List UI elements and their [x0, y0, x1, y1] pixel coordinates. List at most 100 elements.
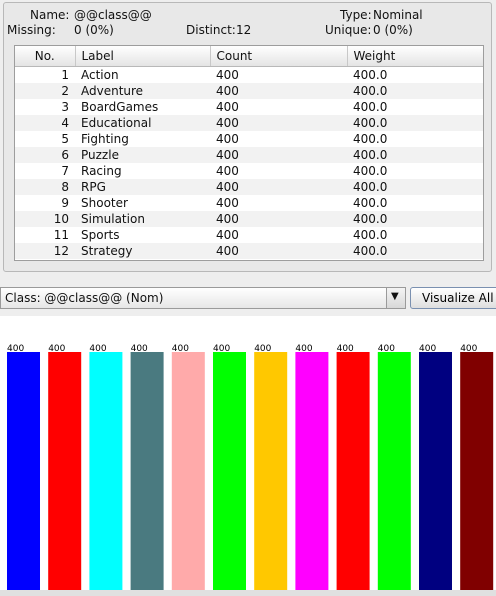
table-row[interactable]: 11 Sports 400 400.0 — [15, 227, 483, 243]
cell-label: Sports — [81, 228, 120, 242]
bar-racing — [254, 352, 288, 590]
cell-no: 3 — [61, 100, 69, 114]
table-row[interactable]: 8 RPG 400 400.0 — [15, 179, 483, 195]
cell-label: RPG — [75, 179, 210, 195]
cell-weight: 400.0 — [347, 211, 483, 227]
cell-label: Adventure — [75, 83, 210, 99]
header-weight[interactable]: Weight — [347, 46, 483, 67]
bar-shooter — [336, 352, 370, 590]
chart-baseline — [0, 590, 496, 596]
cell-weight: 400.0 — [347, 83, 483, 99]
class-distribution-chart: 400 400 400 400 400 400 400 400 400 400 400 400 — [0, 316, 496, 596]
cell-label: BoardGames — [81, 100, 159, 114]
cell-no: 8 — [15, 179, 75, 195]
cell-no: 5 — [61, 132, 69, 146]
bar-chart-svg: 400 400 400 400 400 400 400 400 400 400 400 400 — [0, 344, 496, 596]
class-select-arrow-button[interactable]: ▼ — [386, 288, 405, 308]
bar-value-label: 400 — [131, 344, 148, 354]
table-header-row: No. Label Count Weight — [15, 46, 483, 67]
cell-no: 1 — [61, 68, 69, 82]
bar-puzzle — [213, 352, 246, 590]
bar-value-label: 400 — [254, 344, 271, 354]
cell-no: 10 — [15, 211, 75, 227]
cell-weight: 400.0 — [347, 179, 483, 195]
name-label: Name: — [30, 8, 70, 22]
bar-educational — [130, 352, 164, 590]
distinct-label: Distinct: — [186, 23, 236, 37]
cell-label: Fighting — [81, 132, 129, 146]
cell-count: 400 — [210, 83, 347, 99]
table-row[interactable]: 5 Fighting 400 400.0 — [15, 131, 483, 147]
visualize-all-button[interactable]: Visualize All — [410, 287, 496, 309]
cell-count: 400 — [216, 228, 239, 242]
table-row[interactable]: 4 Educational 400 400.0 — [15, 115, 483, 131]
bar-value-label: 400 — [337, 344, 354, 354]
cell-no: 6 — [15, 147, 75, 163]
cell-no: 9 — [61, 196, 69, 210]
cell-no: 2 — [15, 83, 75, 99]
cell-count: 400 — [216, 68, 239, 82]
cell-count: 400 — [210, 243, 347, 259]
cell-no: 7 — [61, 164, 69, 178]
cell-label: Strategy — [75, 243, 210, 259]
cell-count: 400 — [216, 196, 239, 210]
bar-strategy — [460, 352, 494, 590]
cell-weight: 400.0 — [347, 115, 483, 131]
bar-fighting — [171, 352, 205, 590]
cell-weight: 400.0 — [353, 196, 388, 210]
attribute-info: Name: @@class@@ Missing: 0 (0%) Distinct… — [0, 0, 496, 38]
distinct-value: 12 — [236, 23, 252, 37]
name-value: @@class@@ — [74, 8, 152, 22]
cell-count: 400 — [210, 179, 347, 195]
bar-boardgames — [89, 352, 123, 590]
table-row[interactable]: 12 Strategy 400 400.0 — [15, 243, 483, 259]
cell-label: Shooter — [81, 196, 128, 210]
table-row[interactable]: 2 Adventure 400 400.0 — [15, 83, 483, 99]
cell-weight: 400.0 — [347, 147, 483, 163]
table-row[interactable]: 7 Racing 400 400.0 — [15, 163, 483, 179]
cell-weight: 400.0 — [347, 243, 483, 259]
cell-no: 4 — [15, 115, 75, 131]
table-row[interactable]: 3 BoardGames 400 400.0 — [15, 99, 483, 115]
bar-value-label: 400 — [213, 344, 230, 354]
bar-adventure — [48, 352, 82, 590]
bar-simulation — [377, 352, 411, 590]
bar-value-label: 400 — [460, 344, 477, 354]
bar-sports — [419, 352, 452, 590]
bar-value-label: 400 — [7, 344, 24, 354]
cell-label: Educational — [75, 115, 210, 131]
header-count[interactable]: Count — [210, 46, 348, 67]
table-row[interactable]: 9 Shooter 400 400.0 — [15, 195, 483, 211]
bar-value-label: 400 — [419, 344, 436, 354]
bar-value-label: 400 — [378, 344, 395, 354]
cell-label: Action — [81, 68, 119, 82]
cell-count: 400 — [216, 100, 239, 114]
unique-label: Unique: — [325, 23, 372, 37]
cell-count: 400 — [210, 147, 347, 163]
class-select[interactable]: Class: @@class@@ (Nom) ▼ — [0, 287, 406, 309]
cell-count: 400 — [216, 164, 239, 178]
table-row[interactable]: 6 Puzzle 400 400.0 — [15, 147, 483, 163]
missing-label: Missing: — [7, 23, 56, 37]
triangle-down-icon: ▼ — [391, 291, 399, 302]
table-row[interactable]: 10 Simulation 400 400.0 — [15, 211, 483, 227]
class-select-value: Class: @@class@@ (Nom) — [5, 291, 164, 305]
type-value: Nominal — [373, 8, 423, 22]
cell-label: Simulation — [75, 211, 210, 227]
cell-weight: 400.0 — [353, 68, 388, 82]
cell-label: Puzzle — [75, 147, 210, 163]
bar-value-label: 400 — [172, 344, 189, 354]
cell-count: 400 — [216, 132, 239, 146]
cell-weight: 400.0 — [353, 164, 388, 178]
type-label: Type: — [340, 8, 372, 22]
cell-label: Racing — [81, 164, 122, 178]
bar-value-label: 400 — [89, 344, 106, 354]
cell-weight: 400.0 — [353, 132, 388, 146]
table-row[interactable]: 1 Action 400 400.0 — [15, 67, 483, 84]
cell-weight: 400.0 — [353, 228, 388, 242]
missing-value: 0 (0%) — [74, 23, 114, 37]
header-label[interactable]: Label — [75, 46, 211, 67]
label-table[interactable]: No. Label Count Weight 1 Action 400 400.0 2 A… — [14, 45, 484, 261]
header-no[interactable]: No. — [15, 46, 76, 67]
bar-rpg — [295, 352, 329, 590]
